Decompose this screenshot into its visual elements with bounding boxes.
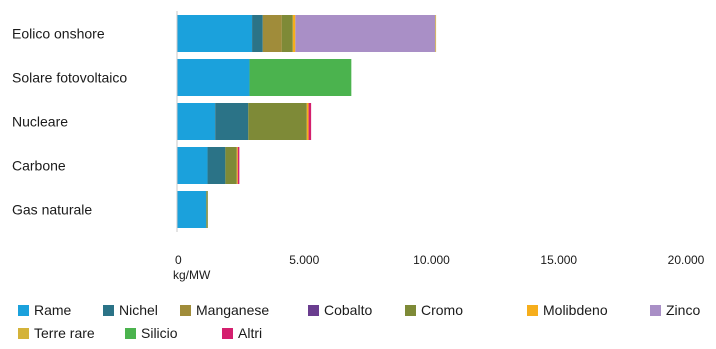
legend-item-terre-rare: Terre rare (18, 325, 95, 341)
bar-eolico-onshore-terre-rare (435, 15, 437, 52)
x-tick-label: 10.000 (413, 253, 450, 267)
category-label-carbone: Carbone (12, 158, 66, 174)
legend-swatch-manganese (180, 305, 191, 316)
bar-eolico-onshore-rame (177, 15, 253, 52)
legend-swatch-terre-rare (18, 328, 29, 339)
bar-eolico-onshore-zinco (295, 15, 436, 52)
legend-label-cobalto: Cobalto (324, 302, 372, 318)
bar-carbone-altri (237, 147, 240, 184)
bar-nucleare-altri (308, 103, 312, 140)
legend-label-silicio: Silicio (141, 325, 178, 341)
legend-label-terre-rare: Terre rare (34, 325, 95, 341)
bar-eolico-onshore-nichel (252, 15, 263, 52)
bar-solare-fotovoltaico-silicio (249, 59, 352, 96)
legend-item-zinco: Zinco (650, 302, 700, 318)
legend-swatch-cromo (405, 305, 416, 316)
bar-nucleare-molibdeno (306, 103, 309, 140)
legend-label-manganese: Manganese (196, 302, 269, 318)
category-label-gas-naturale: Gas naturale (12, 202, 92, 218)
bar-eolico-onshore-molibdeno (292, 15, 296, 52)
legend-swatch-rame (18, 305, 29, 316)
legend-item-molibdeno: Molibdeno (527, 302, 608, 318)
legend-label-zinco: Zinco (666, 302, 700, 318)
legend-item-altri: Altri (222, 325, 262, 341)
bar-nucleare-nichel (215, 103, 249, 140)
bar-gas-naturale-rame (177, 191, 207, 228)
bar-eolico-onshore-cromo (281, 15, 293, 52)
category-label-eolico-onshore: Eolico onshore (12, 26, 105, 42)
x-tick-label: 5.000 (289, 253, 319, 267)
legend-swatch-nichel (103, 305, 114, 316)
x-axis-label: kg/MW (173, 268, 211, 282)
category-labels: Eolico onshore Solare fotovoltaico Nuclear… (12, 26, 127, 218)
bar-nucleare-cromo (248, 103, 307, 140)
bar-solare-fotovoltaico-rame (177, 59, 250, 96)
legend-label-cromo: Cromo (421, 302, 463, 318)
bar-nucleare-rame (177, 103, 216, 140)
legend-item-cromo: Cromo (405, 302, 463, 318)
bar-carbone-molibdeno (236, 147, 238, 184)
legend-item-nichel: Nichel (103, 302, 158, 318)
bar-carbone-nichel (207, 147, 226, 184)
legend-item-silicio: Silicio (125, 325, 178, 341)
legend-label-molibdeno: Molibdeno (543, 302, 608, 318)
bar-carbone-rame (177, 147, 208, 184)
category-label-solare-fotovoltaico: Solare fotovoltaico (12, 70, 127, 86)
x-tick-labels: 0 5.000 10.000 15.000 20.000 (175, 253, 705, 267)
category-label-nucleare: Nucleare (12, 114, 68, 130)
legend-item-rame: Rame (18, 302, 72, 318)
legend-item-manganese: Manganese (180, 302, 269, 318)
x-tick-label: 20.000 (668, 253, 705, 267)
legend-swatch-molibdeno (527, 305, 538, 316)
bar-gas-naturale-cromo (206, 191, 208, 228)
legend-label-altri: Altri (238, 325, 262, 341)
bar-eolico-onshore-manganese (262, 15, 282, 52)
bar-carbone-cromo (225, 147, 237, 184)
legend-label-nichel: Nichel (119, 302, 158, 318)
legend-swatch-cobalto (308, 305, 319, 316)
legend-swatch-zinco (650, 305, 661, 316)
legend-label-rame: Rame (34, 302, 72, 318)
legend: Rame Nichel Manganese Cobalto Cromo Molibdeno… (18, 302, 700, 341)
x-tick-label: 0 (175, 253, 182, 267)
legend-item-cobalto: Cobalto (308, 302, 372, 318)
bars (177, 15, 437, 228)
legend-swatch-altri (222, 328, 233, 339)
legend-swatch-silicio (125, 328, 136, 339)
x-tick-label: 15.000 (540, 253, 577, 267)
